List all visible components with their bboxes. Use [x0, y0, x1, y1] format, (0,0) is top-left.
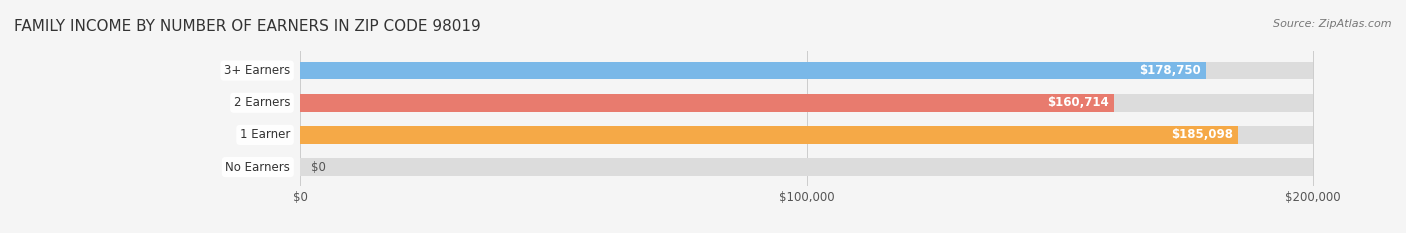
Text: $0: $0 — [311, 161, 325, 174]
Bar — [301, 94, 1114, 112]
Bar — [301, 62, 1205, 79]
Text: FAMILY INCOME BY NUMBER OF EARNERS IN ZIP CODE 98019: FAMILY INCOME BY NUMBER OF EARNERS IN ZI… — [14, 19, 481, 34]
Text: 2 Earners: 2 Earners — [233, 96, 290, 109]
Text: 3+ Earners: 3+ Earners — [224, 64, 290, 77]
Bar — [301, 62, 1313, 79]
Text: $160,714: $160,714 — [1047, 96, 1109, 109]
Text: $185,098: $185,098 — [1171, 128, 1233, 141]
Bar — [301, 94, 1313, 112]
Text: $178,750: $178,750 — [1139, 64, 1201, 77]
Text: 1 Earner: 1 Earner — [240, 128, 290, 141]
Bar — [301, 158, 1313, 176]
Text: Source: ZipAtlas.com: Source: ZipAtlas.com — [1274, 19, 1392, 29]
Bar — [301, 126, 1237, 144]
Text: No Earners: No Earners — [225, 161, 290, 174]
Bar — [301, 126, 1313, 144]
